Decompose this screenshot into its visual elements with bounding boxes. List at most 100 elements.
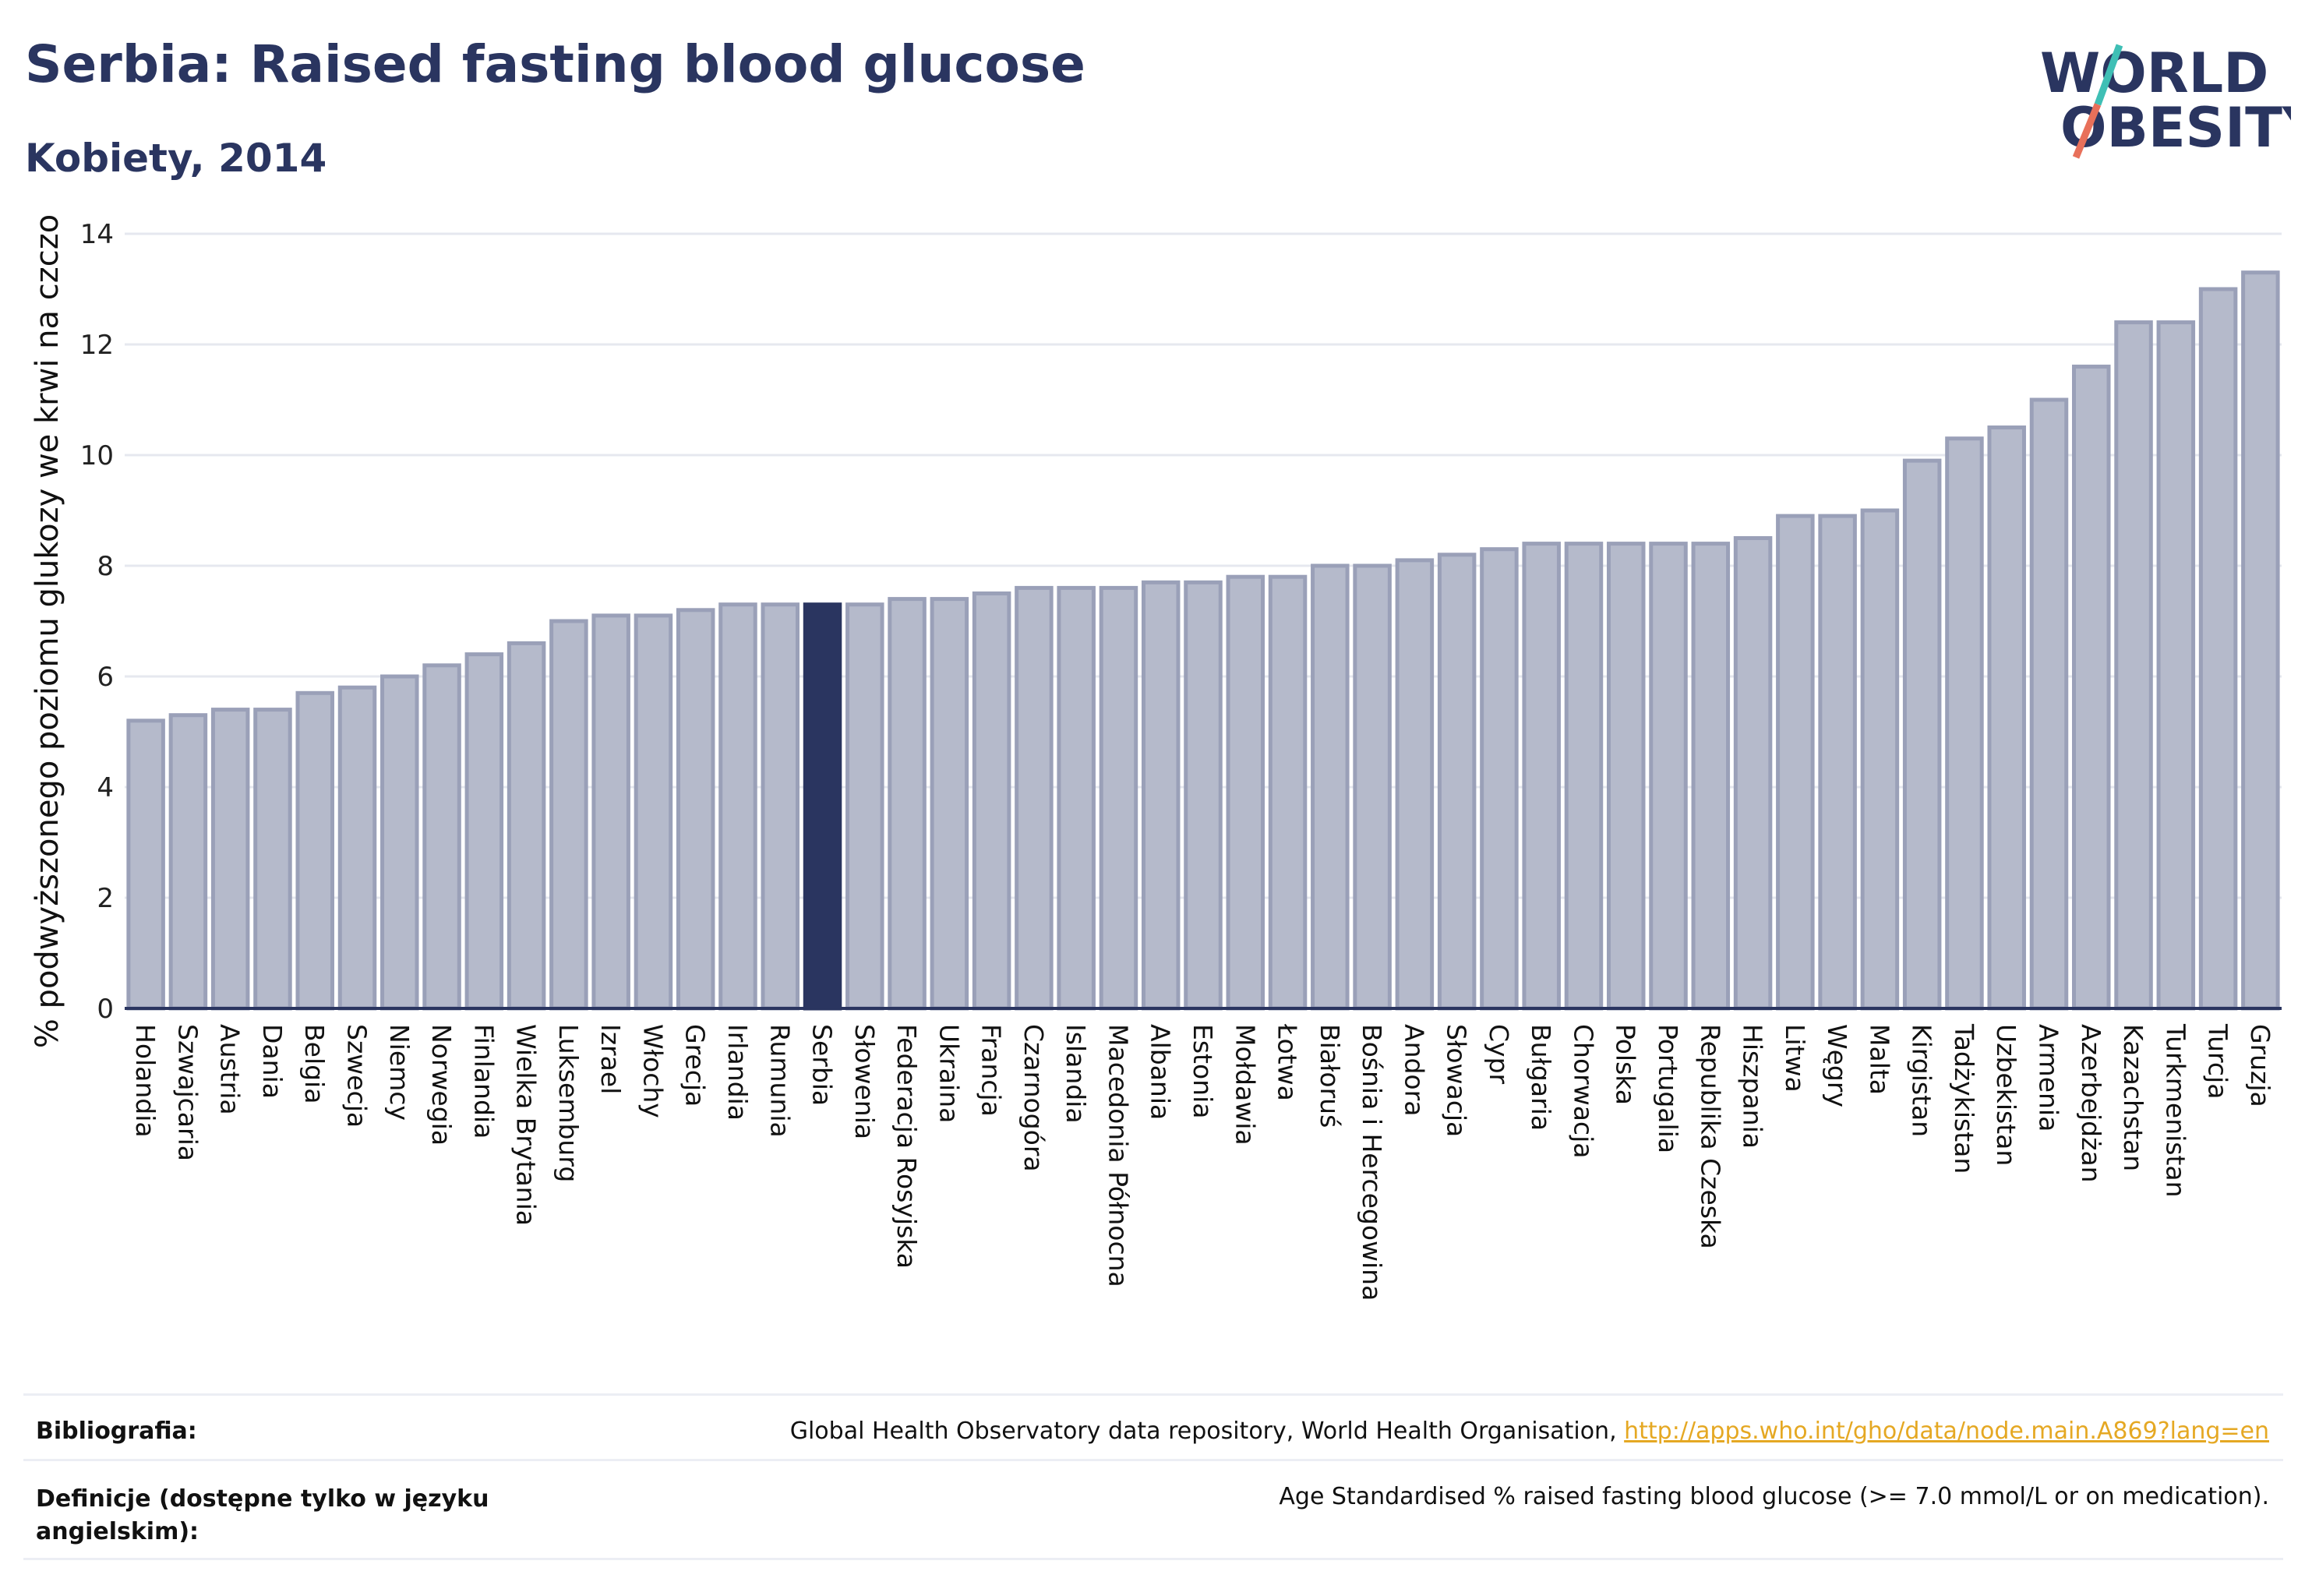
- bar-chart: 0 2 4 6 8 10 12 14 Holandia Szwajcaria Austria Dan…: [30, 214, 2282, 1301]
- bar: [1057, 585, 1096, 1011]
- x-tick-label: Portugalia: [1653, 1024, 1683, 1153]
- bar: [126, 719, 165, 1011]
- bar: [634, 613, 673, 1011]
- bar: [1776, 514, 1815, 1011]
- bar: [845, 602, 884, 1011]
- x-tick-label: Albania: [1145, 1024, 1176, 1120]
- x-tick-label: Kirgistan: [1907, 1024, 1937, 1137]
- y-tick-label: 14: [80, 219, 114, 250]
- bar: [591, 613, 630, 1011]
- bar: [1606, 542, 1646, 1011]
- x-tick-label: Bułgaria: [1526, 1024, 1556, 1131]
- x-tick-label: Norwegia: [426, 1024, 457, 1146]
- x-tick-label: Szwajcaria: [172, 1024, 203, 1161]
- bar: [1818, 514, 1857, 1011]
- bar: [1141, 580, 1181, 1011]
- logo-line1: WORLD: [2040, 41, 2268, 105]
- x-tick-label: Niemcy: [384, 1024, 415, 1121]
- bar: [1311, 563, 1350, 1011]
- bar: [1015, 585, 1054, 1011]
- y-tick-label: 2: [97, 883, 114, 914]
- chart-subtitle: Kobiety, 2014: [25, 136, 327, 181]
- bar: [210, 708, 250, 1011]
- x-tick-label: Łotwa: [1273, 1023, 1303, 1101]
- x-tick-label: Serbia: [807, 1024, 838, 1106]
- y-tick-label: 10: [80, 440, 114, 471]
- x-tick-label: Estonia: [1188, 1024, 1218, 1118]
- x-tick-label: Białoruś: [1315, 1024, 1345, 1128]
- x-tick-label: Grecja: [680, 1024, 711, 1107]
- bar: [1902, 458, 1942, 1011]
- x-tick-label: Wielka Brytania: [511, 1024, 542, 1226]
- x-axis-labels: Holandia Szwajcaria Austria Dania Belgia Szwe…: [130, 1023, 2275, 1301]
- bibliography-link[interactable]: http://apps.who.int/gho/data/node.main.A…: [1624, 1418, 2269, 1445]
- x-tick-label: Litwa: [1780, 1024, 1810, 1093]
- bar: [1564, 542, 1604, 1011]
- bar: [1733, 536, 1773, 1011]
- definition-label: Definicje (dostępne tylko w języku angie…: [36, 1485, 489, 1545]
- logo-slash-coral: [2072, 103, 2102, 159]
- x-tick-label: Bośnia i Hercegowina: [1357, 1024, 1387, 1301]
- bar: [888, 597, 927, 1011]
- bar: [1649, 542, 1688, 1011]
- bar: [1184, 580, 1223, 1011]
- x-tick-label: Malta: [1864, 1024, 1894, 1095]
- x-tick-label: Armenia: [2033, 1024, 2063, 1132]
- x-tick-label: Azerbejdżan: [2076, 1024, 2106, 1183]
- y-tick-label: 12: [80, 330, 114, 361]
- x-tick-label: Federacja Rosyjska: [891, 1024, 922, 1269]
- bar: [1437, 553, 1477, 1011]
- bar: [168, 713, 208, 1011]
- x-tick-label: Luksemburg: [553, 1024, 584, 1182]
- x-tick-label: Hiszpania: [1738, 1024, 1768, 1149]
- x-tick-label: Francja: [976, 1024, 1007, 1117]
- x-tick-label: Turkmenistan: [2160, 1023, 2190, 1198]
- x-tick-label: Uzbekistan: [1991, 1024, 2021, 1166]
- x-tick-label: Austria: [215, 1024, 245, 1115]
- x-tick-label: Izrael: [595, 1024, 626, 1094]
- bar: [1522, 542, 1561, 1011]
- x-tick-label: Cypr: [1484, 1024, 1514, 1085]
- bar: [1987, 425, 2026, 1011]
- x-tick-label: Węgry: [1822, 1024, 1852, 1107]
- footer-definition-row: Definicje (dostępne tylko w języku angie…: [23, 1459, 2283, 1560]
- x-tick-label: Irlandia: [722, 1024, 753, 1121]
- bar-highlighted: [803, 602, 842, 1011]
- y-tick-label: 4: [97, 772, 114, 803]
- footer-bibliography-row: Bibliografia: Global Health Observatory …: [23, 1393, 2283, 1461]
- bar: [380, 674, 419, 1011]
- x-tick-label: Czarnogóra: [1018, 1024, 1049, 1172]
- bar: [1395, 558, 1435, 1011]
- bars: [126, 270, 2280, 1011]
- x-tick-label: Ukraina: [934, 1024, 964, 1123]
- x-tick-label: Tadżykistan: [1949, 1023, 1979, 1174]
- bar: [676, 608, 715, 1011]
- x-tick-label: Turcja: [2203, 1023, 2233, 1099]
- logo-slash-teal: [2094, 44, 2123, 106]
- x-tick-label: Macedonia Północna: [1103, 1024, 1133, 1287]
- bar: [337, 685, 377, 1011]
- bibliography-value: Global Health Observatory data repositor…: [790, 1418, 2269, 1445]
- x-tick-label: Mołdawia: [1230, 1024, 1260, 1146]
- bar: [2241, 270, 2280, 1011]
- x-tick-label: Gruzja: [2245, 1024, 2275, 1107]
- y-axis-title: % podwyższonego poziomu glukozy we krwi …: [30, 214, 65, 1048]
- x-tick-label: Polska: [1611, 1024, 1641, 1105]
- x-tick-label: Andora: [1399, 1024, 1429, 1116]
- x-tick-label: Belgia: [299, 1024, 330, 1103]
- bar: [2072, 364, 2111, 1011]
- bar: [1268, 574, 1308, 1011]
- y-tick-label: 6: [97, 662, 114, 693]
- x-tick-label: Rumunia: [764, 1024, 795, 1138]
- bar: [972, 591, 1011, 1011]
- bar: [718, 602, 757, 1011]
- bar: [422, 663, 461, 1011]
- bar: [930, 597, 969, 1011]
- x-tick-label: Szwecja: [342, 1024, 372, 1128]
- bar: [1226, 574, 1265, 1011]
- bar: [2198, 287, 2238, 1011]
- x-tick-label: Republika Czeska: [1695, 1024, 1725, 1249]
- bar: [1691, 542, 1731, 1011]
- bibliography-text: Global Health Observatory data repositor…: [789, 1418, 1625, 1445]
- bar: [507, 641, 546, 1011]
